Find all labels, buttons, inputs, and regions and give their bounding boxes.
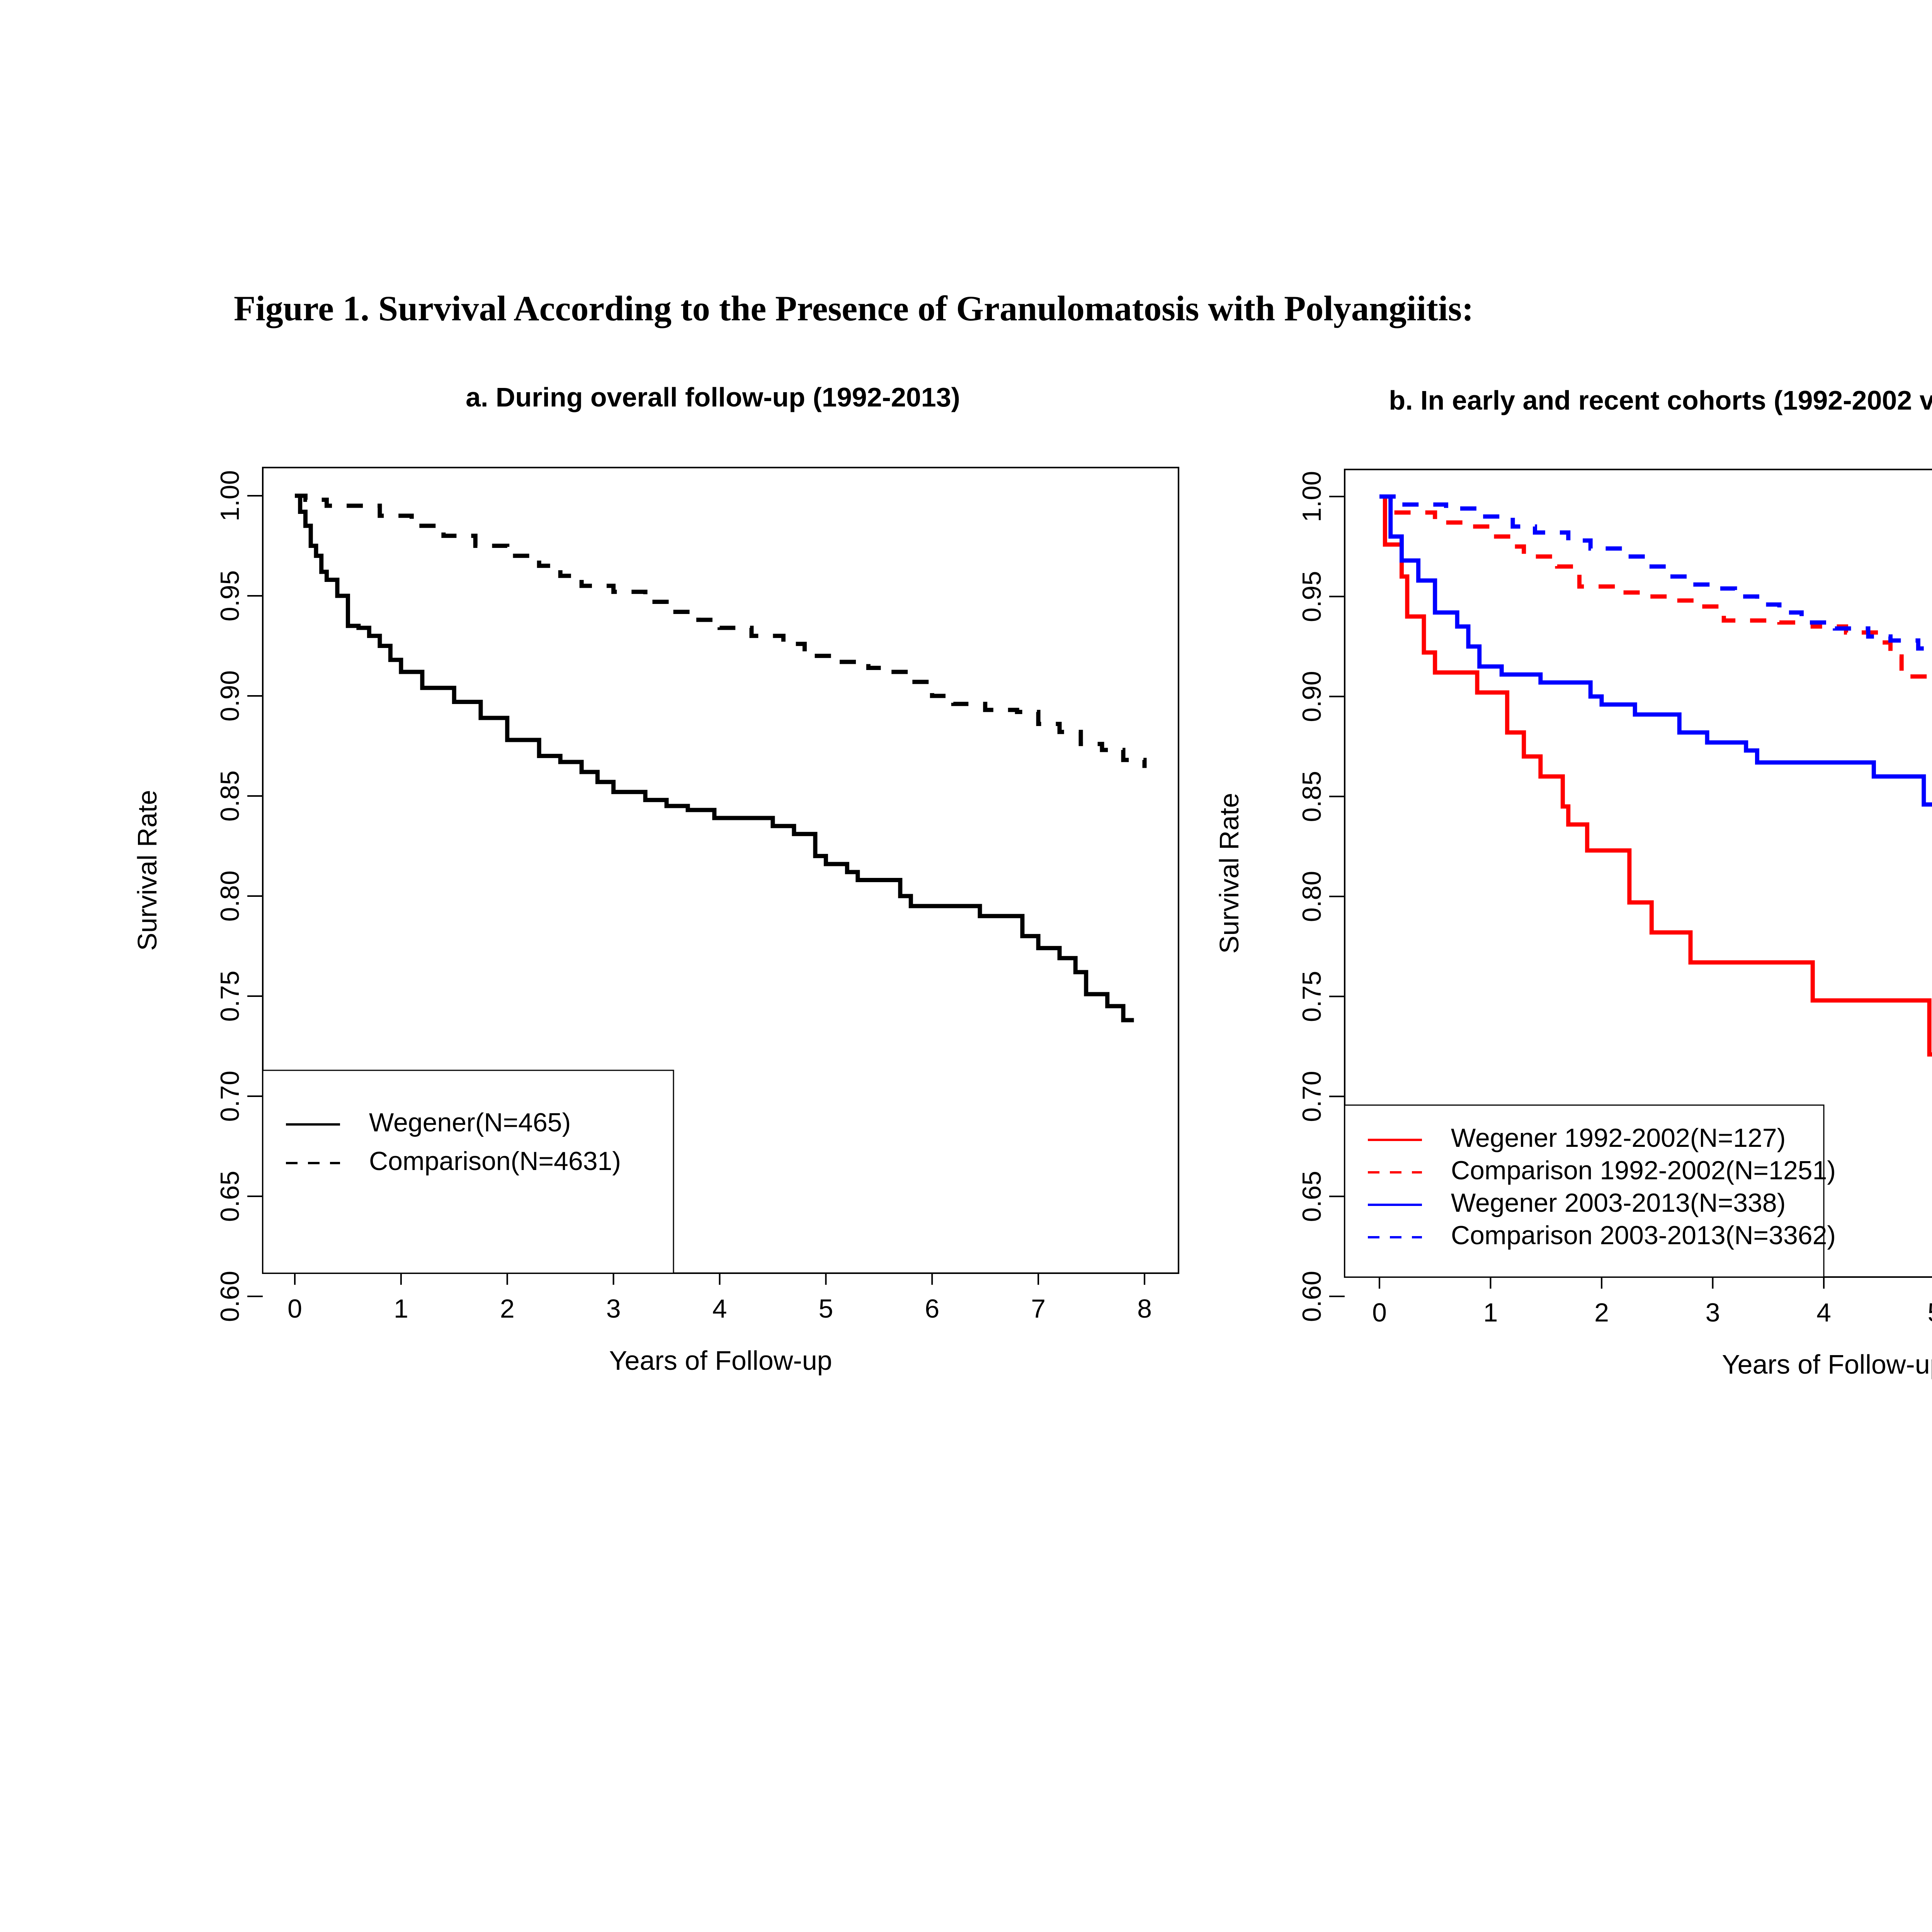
x-tick-label: 7 (1031, 1294, 1046, 1323)
x-tick-label: 0 (287, 1294, 302, 1323)
plot-frame (262, 467, 1179, 1274)
series-line-comparison-n-4631 (295, 493, 1147, 768)
series-line-wegener-1992-2002-n-127 (1379, 494, 1932, 1057)
y-tick-label: 0.95 (1297, 571, 1327, 622)
legend-box (262, 1070, 674, 1274)
y-tick-label: 0.65 (1297, 1171, 1327, 1222)
x-tick-label: 5 (818, 1294, 833, 1323)
legend: Wegener 1992-2002(N=127) Comparison 1992-… (1344, 1104, 1836, 1278)
chart-b-svg: b. In early and recent cohorts (1992-200… (1214, 385, 1932, 1379)
x-tick-label: 5 (1928, 1298, 1932, 1327)
x-tick-label: 8 (1137, 1294, 1152, 1323)
y-axis-label: Survival Rate (132, 790, 162, 951)
legend-box (1344, 1104, 1825, 1278)
series-line-comparison-1992-2002-n-1251 (1379, 494, 1932, 679)
x-tick-label: 0 (1372, 1298, 1387, 1327)
panel-a-chart: a. During overall follow-up (1992-2013) … (116, 371, 1217, 1414)
y-tick-label: 0.75 (215, 971, 245, 1022)
legend-label: Comparison(N=4631) (369, 1146, 621, 1176)
y-tick-label: 0.65 (215, 1171, 245, 1222)
legend: Wegener(N=465) Comparison(N=4631) (262, 1070, 674, 1274)
figure-title: Figure 1. Survival According to the Pres… (234, 289, 1474, 328)
x-tick-label: 1 (1483, 1298, 1498, 1327)
x-tick-label: 2 (1594, 1298, 1609, 1327)
y-tick-label: 0.90 (215, 670, 245, 721)
y-tick-label: 0.75 (1297, 971, 1327, 1022)
y-tick-label: 0.85 (1297, 771, 1327, 822)
x-tick-label: 1 (394, 1294, 408, 1323)
legend-label: Comparison 2003-2013(N=3362) (1451, 1221, 1836, 1250)
y-axis-label: Survival Rate (1214, 793, 1244, 954)
chart-title: a. During overall follow-up (1992-2013) (466, 382, 960, 412)
plot-frame (1344, 469, 1932, 1278)
legend-label: Wegener 1992-2002(N=127) (1451, 1123, 1786, 1153)
panel-b-chart: b. In early and recent cohorts (1992-200… (1209, 371, 1932, 1414)
legend-label: Comparison 1992-2002(N=1251) (1451, 1156, 1836, 1185)
series-line-wegener-n-465 (295, 493, 1134, 1022)
y-tick-label: 0.60 (215, 1271, 245, 1322)
y-tick-label: 0.85 (215, 770, 245, 821)
y-tick-label: 0.95 (215, 570, 245, 621)
y-tick-label: 0.60 (1297, 1271, 1327, 1322)
y-tick-label: 0.70 (1297, 1071, 1327, 1122)
x-tick-label: 3 (606, 1294, 621, 1323)
x-tick-label: 4 (713, 1294, 727, 1323)
legend-label: Wegener 2003-2013(N=338) (1451, 1188, 1786, 1218)
chart-a-svg: a. During overall follow-up (1992-2013) … (132, 382, 1179, 1376)
x-tick-label: 2 (500, 1294, 515, 1323)
y-tick-label: 0.90 (1297, 671, 1327, 722)
chart-title: b. In early and recent cohorts (1992-200… (1389, 385, 1932, 415)
series-line-wegener-2003-2013-n-338 (1379, 494, 1932, 807)
x-axis-label: Years of Follow-up (609, 1345, 832, 1376)
series-line-comparison-2003-2013-n-3362 (1379, 494, 1932, 651)
y-tick-label: 1.00 (1297, 471, 1327, 522)
y-tick-label: 0.70 (215, 1071, 245, 1122)
legend-label: Wegener(N=465) (369, 1108, 571, 1137)
x-tick-label: 3 (1706, 1298, 1720, 1327)
x-tick-label: 6 (925, 1294, 939, 1323)
x-axis-label: Years of Follow-up (1722, 1349, 1932, 1379)
y-tick-label: 0.80 (1297, 871, 1327, 922)
x-tick-label: 4 (1816, 1298, 1831, 1327)
y-tick-label: 0.80 (215, 871, 245, 922)
y-tick-label: 1.00 (215, 470, 245, 521)
